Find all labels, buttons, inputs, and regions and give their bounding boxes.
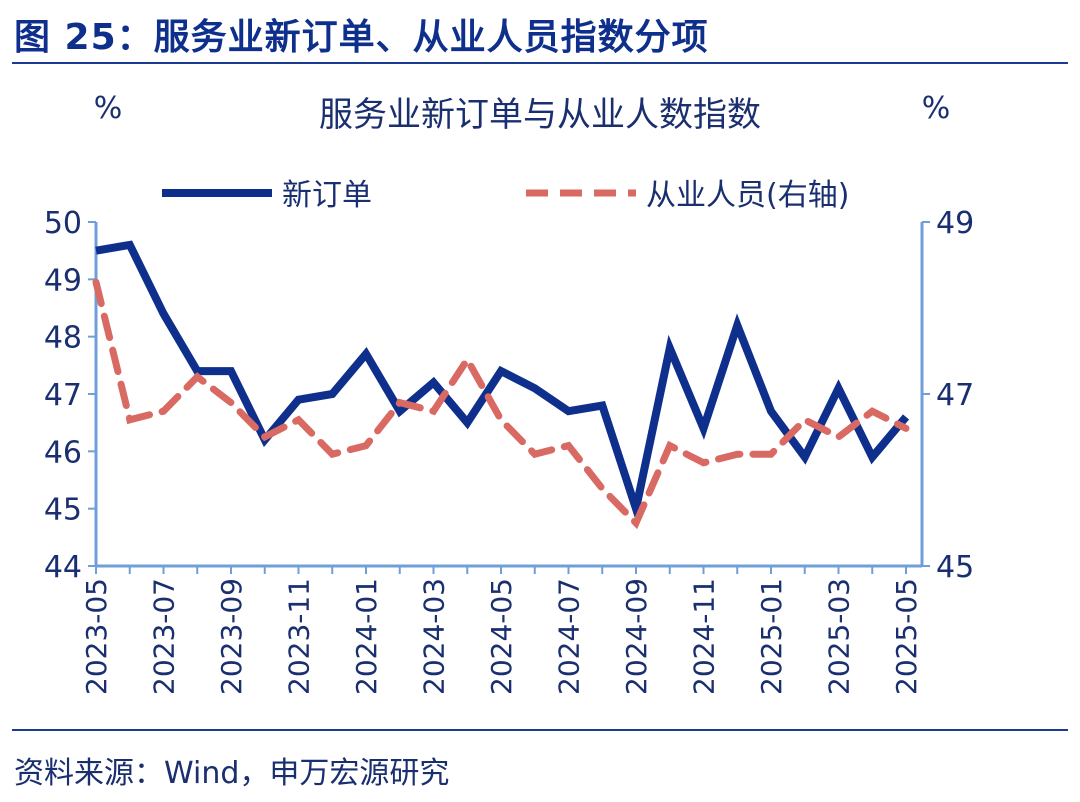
- x-tick-label: 2023-09: [215, 578, 248, 695]
- x-tick-label: 2023-07: [148, 578, 181, 695]
- x-tick-label: 2025-01: [755, 578, 788, 695]
- title-divider: [12, 62, 1068, 64]
- x-tick-label: 2025-05: [890, 578, 923, 695]
- series-line-employment: [92, 278, 910, 530]
- x-tick-label: 2023-11: [283, 578, 316, 695]
- x-tick-label: 2025-03: [823, 578, 856, 695]
- x-tick-label: 2024-03: [418, 578, 451, 695]
- left-tick-label: 50: [44, 206, 82, 241]
- figure-title: 图 25：服务业新订单、从业人员指数分项: [14, 17, 709, 58]
- source-note: 资料来源：Wind，申万宏源研究: [14, 756, 450, 791]
- legend-label-employment: 从业人员(右轴): [646, 178, 849, 213]
- left-tick-label: 47: [44, 378, 82, 413]
- right-axis-unit: %: [922, 91, 951, 126]
- left-tick-label: 44: [44, 550, 82, 585]
- x-tick-label: 2024-07: [553, 578, 586, 695]
- x-tick-label: 2023-05: [80, 578, 113, 695]
- left-tick-label: 46: [44, 435, 82, 470]
- x-tick-label: 2024-09: [620, 578, 653, 695]
- x-tick-label: 2024-05: [485, 578, 518, 695]
- right-tick-label: 47: [936, 378, 974, 413]
- legend: 新订单 从业人员(右轴): [162, 178, 849, 213]
- x-tick-label: 2024-11: [688, 578, 721, 695]
- left-axis-unit: %: [94, 91, 123, 126]
- source-divider: [12, 729, 1068, 731]
- left-tick-label: 45: [44, 493, 82, 528]
- left-tick-label: 49: [44, 263, 82, 298]
- series-line-new-orders: [95, 240, 910, 525]
- x-tick-label: 2024-01: [350, 578, 383, 695]
- legend-label-new-orders: 新订单: [282, 178, 372, 213]
- right-tick-label: 49: [936, 206, 974, 241]
- right-tick-label: 45: [936, 550, 974, 585]
- left-tick-label: 48: [44, 321, 82, 356]
- line-chart: 服务业新订单与从业人数指数 % % 新订单 从业人员(右轴) 44 45 46 47 4…: [44, 91, 974, 695]
- chart-title: 服务业新订单与从业人数指数: [319, 95, 761, 135]
